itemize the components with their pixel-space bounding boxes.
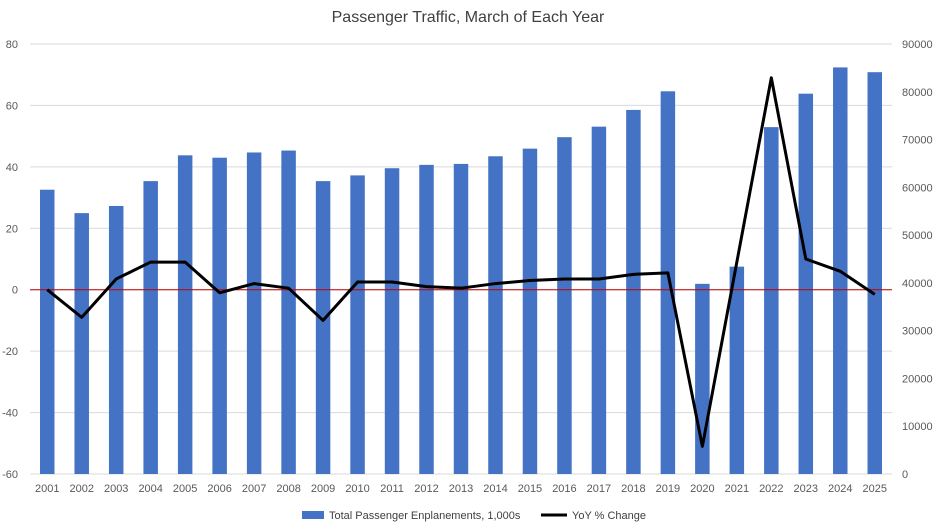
- x-axis-tick-label: 2015: [518, 483, 542, 495]
- left-axis-tick-label: -20: [2, 346, 18, 358]
- x-axis-tick-label: 2009: [311, 483, 335, 495]
- right-axis-tick-label: 90000: [902, 39, 933, 51]
- bar: [419, 164, 434, 474]
- x-axis-tick-label: 2025: [863, 483, 887, 495]
- x-axis-tick-label: 2006: [207, 483, 231, 495]
- x-axis-tick-label: 2013: [449, 483, 473, 495]
- line-series: [46, 76, 876, 448]
- x-axis-tick-label: 2020: [690, 483, 714, 495]
- x-axis-tick-label: 2001: [35, 483, 59, 495]
- legend: Total Passenger Enplanements, 1,000s YoY …: [302, 510, 646, 522]
- bar: [40, 189, 55, 474]
- right-axis-tick-label: 50000: [902, 230, 933, 242]
- bar: [867, 72, 882, 474]
- bar: [177, 155, 193, 474]
- x-axis-tick-label: 2017: [587, 483, 611, 495]
- bar-series: [40, 67, 882, 475]
- bar: [108, 205, 124, 474]
- right-axis-tick-label: 40000: [902, 278, 933, 290]
- x-axis-tick-label: 2016: [552, 483, 576, 495]
- bar: [729, 266, 745, 474]
- right-axis: 0 10000 20000 30000 40000 50000 60000 70000 8000…: [902, 39, 933, 481]
- right-axis-tick-label: 30000: [902, 326, 933, 338]
- x-axis-tick-label: 2007: [242, 483, 266, 495]
- x-axis-tick-label: 2008: [276, 483, 300, 495]
- x-axis-tick-label: 2012: [414, 483, 438, 495]
- legend-line-label: YoY % Change: [572, 510, 646, 522]
- left-axis-tick-label: 60: [6, 100, 18, 112]
- x-axis-tick-label: 2021: [725, 483, 749, 495]
- x-axis-tick-label: 2024: [828, 483, 852, 495]
- x-axis-tick-label: 2022: [759, 483, 783, 495]
- bar: [143, 181, 158, 474]
- yoy-line: [46, 76, 876, 448]
- left-axis-tick-label: -40: [2, 408, 18, 420]
- x-axis-tick-label: 2011: [380, 483, 404, 495]
- bar: [453, 163, 469, 475]
- bar: [315, 181, 331, 474]
- x-axis-tick-label: 2003: [104, 483, 128, 495]
- x-axis-tick-label: 2019: [656, 483, 680, 495]
- x-axis-tick-label: 2005: [173, 483, 197, 495]
- left-axis-tick-label: -60: [2, 469, 18, 481]
- legend-bar-swatch: [302, 511, 324, 519]
- bar: [660, 91, 676, 475]
- chart-title: Passenger Traffic, March of Each Year: [332, 9, 605, 26]
- legend-bar-label: Total Passenger Enplanements, 1,000s: [329, 510, 521, 522]
- left-axis: -60 -40 -20 0 20 40 60 80: [2, 39, 18, 481]
- bar: [522, 148, 538, 474]
- left-axis-tick-label: 20: [6, 223, 18, 235]
- right-axis-tick-label: 80000: [902, 87, 933, 99]
- x-axis: 2001 2002 2003 2004 2005 2006 2007 2008 2009 2010…: [35, 483, 887, 495]
- bar: [764, 127, 779, 474]
- x-axis-tick-label: 2023: [794, 483, 818, 495]
- bar: [74, 213, 89, 474]
- left-axis-tick-label: 0: [12, 285, 18, 297]
- bar: [488, 156, 503, 474]
- left-axis-tick-label: 40: [6, 162, 18, 174]
- bar: [798, 93, 814, 474]
- bar: [212, 157, 227, 474]
- right-axis-tick-label: 20000: [902, 373, 933, 385]
- x-axis-tick-label: 2004: [138, 483, 162, 495]
- bar: [246, 152, 262, 474]
- bar: [591, 126, 607, 474]
- right-axis-tick-label: 70000: [902, 135, 933, 147]
- bar: [281, 150, 296, 475]
- bar: [626, 109, 641, 475]
- right-axis-tick-label: 0: [902, 469, 908, 481]
- bar: [384, 168, 400, 474]
- x-axis-tick-label: 2002: [69, 483, 93, 495]
- bar: [557, 137, 572, 475]
- bar: [350, 175, 365, 474]
- right-axis-tick-label: 60000: [902, 182, 933, 194]
- x-axis-tick-label: 2010: [345, 483, 369, 495]
- left-axis-tick-label: 80: [6, 39, 18, 51]
- right-axis-tick-label: 10000: [902, 421, 933, 433]
- x-axis-tick-label: 2018: [621, 483, 645, 495]
- x-axis-tick-label: 2014: [483, 483, 507, 495]
